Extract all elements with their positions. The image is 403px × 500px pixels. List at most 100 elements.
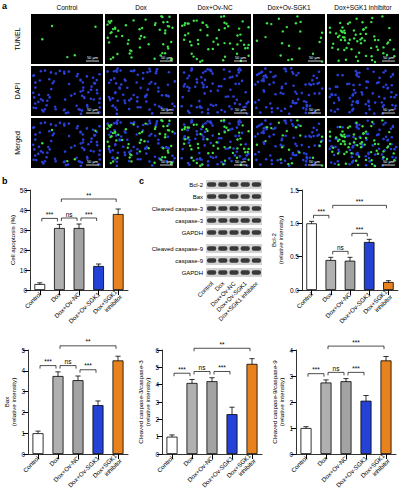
svg-text:30: 30	[20, 227, 28, 234]
svg-text:***: ***	[218, 364, 226, 371]
svg-text:50 μm: 50 μm	[383, 55, 395, 60]
svg-text:**: **	[219, 341, 225, 348]
svg-text:Dox: Dox	[135, 4, 147, 11]
svg-text:40: 40	[20, 207, 28, 214]
svg-text:***: ***	[356, 226, 364, 233]
svg-text:ns: ns	[66, 211, 74, 218]
svg-text:inhibitor: inhibitor	[103, 293, 123, 313]
svg-text:**: **	[86, 192, 92, 199]
svg-text:GAPDH: GAPDH	[182, 230, 203, 236]
svg-text:inhibitor: inhibitor	[373, 293, 393, 313]
svg-text:ns: ns	[199, 364, 207, 371]
svg-text:4: 4	[155, 381, 159, 388]
svg-text:1: 1	[21, 430, 25, 437]
svg-text:***: ***	[352, 365, 360, 372]
svg-text:Dox+Ov-NC: Dox+Ov-NC	[209, 280, 237, 308]
svg-text:0.0: 0.0	[290, 287, 299, 294]
svg-text:6: 6	[155, 347, 159, 354]
svg-text:Cell apoptosis (%): Cell apoptosis (%)	[9, 215, 16, 265]
svg-text:Dox: Dox	[321, 290, 334, 303]
svg-text:50 μm: 50 μm	[309, 159, 321, 164]
svg-text:b: b	[2, 176, 8, 186]
svg-text:Cleaved caspase-3/caspase-3: Cleaved caspase-3/caspase-3	[137, 360, 144, 444]
svg-text:0: 0	[21, 451, 25, 458]
svg-text:***: ***	[178, 366, 186, 373]
svg-text:Dox: Dox	[49, 290, 62, 303]
svg-text:***: ***	[356, 198, 364, 205]
svg-text:5: 5	[155, 364, 159, 371]
svg-text:Dox: Dox	[182, 454, 195, 467]
svg-text:2: 2	[155, 416, 159, 423]
svg-text:Dox+Ov-NC: Dox+Ov-NC	[197, 4, 233, 11]
svg-text:Dox: Dox	[48, 454, 61, 467]
svg-text:c: c	[139, 176, 144, 186]
svg-text:***: ***	[312, 366, 320, 373]
svg-text:(relative intensity): (relative intensity)	[277, 216, 284, 265]
svg-text:Dox+Ov-SGK1: Dox+Ov-SGK1	[215, 280, 248, 313]
svg-text:ns: ns	[333, 365, 341, 372]
svg-text:***: ***	[317, 208, 325, 215]
svg-text:50 μm: 50 μm	[87, 107, 99, 112]
svg-text:50 μm: 50 μm	[87, 159, 99, 164]
svg-text:3: 3	[21, 388, 25, 395]
svg-text:inhibitor: inhibitor	[237, 457, 257, 477]
svg-text:Cleaved caspase-3: Cleaved caspase-3	[152, 206, 204, 212]
svg-text:(relative intensity): (relative intensity)	[144, 378, 151, 427]
svg-text:inhibitor: inhibitor	[103, 457, 123, 477]
svg-text:50 μm: 50 μm	[235, 55, 247, 60]
svg-text:ns: ns	[337, 244, 345, 251]
svg-text:0: 0	[155, 451, 159, 458]
svg-text:50 μm: 50 μm	[309, 107, 321, 112]
svg-text:Control: Control	[23, 291, 42, 310]
svg-text:Control: Control	[155, 455, 174, 474]
svg-text:Control: Control	[196, 280, 214, 298]
svg-text:50 μm: 50 μm	[383, 107, 395, 112]
svg-text:Merged: Merged	[14, 131, 22, 155]
svg-text:50 μm: 50 μm	[235, 107, 247, 112]
svg-text:(relative intensity): (relative intensity)	[10, 378, 17, 427]
svg-text:1.0: 1.0	[290, 220, 299, 227]
svg-text:Control: Control	[57, 4, 79, 11]
svg-text:Control: Control	[289, 455, 308, 474]
svg-text:***: ***	[46, 211, 54, 218]
svg-text:Dox+SGK1 inhibitor: Dox+SGK1 inhibitor	[334, 4, 392, 11]
svg-text:50 μm: 50 μm	[161, 55, 173, 60]
svg-text:5: 5	[21, 347, 25, 354]
svg-text:Dox+SGK1 inhibitor: Dox+SGK1 inhibitor	[217, 280, 259, 322]
svg-text:50 μm: 50 μm	[383, 159, 395, 164]
svg-text:Bcl-2: Bcl-2	[189, 182, 203, 188]
svg-text:***: ***	[84, 362, 92, 369]
svg-text:50 μm: 50 μm	[309, 55, 321, 60]
svg-text:0: 0	[289, 451, 293, 458]
svg-text:4: 4	[21, 367, 25, 374]
svg-text:**: **	[85, 338, 91, 345]
svg-text:0: 0	[23, 287, 27, 294]
svg-text:2: 2	[289, 399, 293, 406]
svg-text:GAPDH: GAPDH	[182, 270, 203, 276]
svg-text:Control: Control	[21, 455, 40, 474]
svg-text:inhibitor: inhibitor	[371, 457, 391, 477]
svg-text:Dox: Dox	[316, 454, 329, 467]
svg-text:1: 1	[155, 433, 159, 440]
svg-text:Bcl-2: Bcl-2	[270, 232, 277, 247]
svg-text:50 μm: 50 μm	[161, 107, 173, 112]
svg-text:1: 1	[289, 425, 293, 432]
svg-text:10: 10	[20, 267, 28, 274]
svg-text:Cleaved caspase-9: Cleaved caspase-9	[152, 246, 204, 252]
svg-text:Control: Control	[295, 291, 314, 310]
svg-text:Cleaved caspase-9/caspase-9: Cleaved caspase-9/caspase-9	[271, 360, 278, 444]
svg-text:20: 20	[20, 247, 28, 254]
svg-text:Bax: Bax	[3, 396, 10, 408]
svg-text:***: ***	[352, 339, 360, 346]
svg-text:4: 4	[289, 347, 293, 354]
svg-text:50 μm: 50 μm	[161, 159, 173, 164]
svg-text:Dox+Ov-SGK1: Dox+Ov-SGK1	[267, 4, 311, 11]
svg-text:3: 3	[289, 373, 293, 380]
svg-text:***: ***	[85, 211, 93, 218]
svg-text:Dox: Dox	[214, 280, 226, 292]
svg-text:Bax: Bax	[193, 194, 203, 200]
svg-text:***: ***	[44, 358, 52, 365]
svg-text:caspase-3: caspase-3	[175, 218, 203, 224]
svg-text:50: 50	[20, 187, 28, 194]
svg-text:caspase-9: caspase-9	[175, 258, 203, 264]
